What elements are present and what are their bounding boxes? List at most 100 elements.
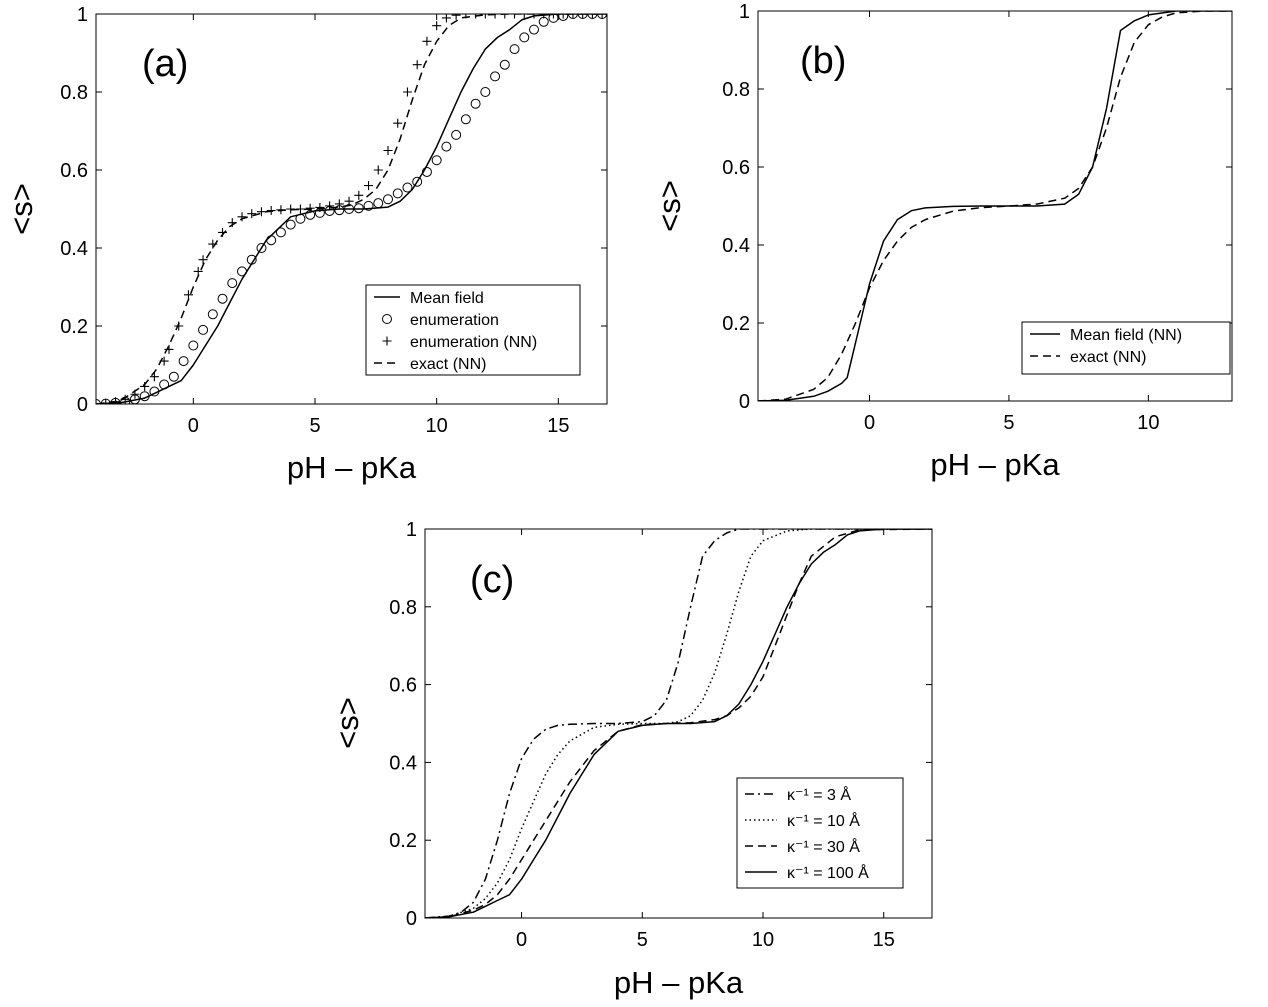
x-tick-label: 15 [547,415,569,437]
plot-area [758,11,1232,401]
data-point [217,293,228,304]
x-tick-label: 5 [309,415,320,437]
y-axis-label: <s> [4,183,39,235]
x-tick-label: 15 [873,929,895,951]
y-tick-label: 0.8 [722,79,750,101]
data-point [431,155,442,166]
data-point [325,201,335,211]
data-point [392,188,403,199]
data-point [460,114,471,125]
data-point [500,14,510,19]
data-point [441,14,451,23]
legend-label: exact (NN) [1070,349,1146,366]
x-tick-label: 10 [426,415,448,437]
data-point [422,36,432,46]
legend-marker [382,314,392,324]
legend-marker [382,336,392,346]
data-point [159,379,170,390]
x-tick-label: 10 [752,929,774,951]
y-tick-label: 0.4 [389,752,417,774]
data-point [363,200,374,211]
data-point [344,196,354,206]
x-axis-label: pH – pKa [930,447,1060,482]
data-point [480,87,491,97]
y-tick-label: 0 [739,391,750,413]
legend-label: κ⁻¹ = 100 Å [787,863,869,882]
data-point [256,207,266,217]
data-point [539,14,549,19]
data-point [305,203,315,213]
data-point [198,255,208,265]
data-point [519,14,529,19]
data-point [499,59,510,70]
data-point [266,206,276,216]
data-point [295,213,306,224]
data-point [315,202,325,212]
y-axis-label: <s> [330,697,365,749]
y-tick-label: 0 [77,394,88,416]
data-point [471,14,481,19]
series-line-2 [425,529,932,918]
data-point [451,14,461,20]
data-point [149,386,160,397]
axes-frame [757,10,1233,402]
legend-label: exact (NN) [410,356,486,373]
legend-label: κ⁻¹ = 3 Å [787,785,851,804]
data-point [441,141,452,152]
data-point [149,372,159,382]
y-tick-label: 1 [406,519,417,541]
legend-label: enumeration (NN) [410,334,537,351]
data-point [412,176,423,187]
x-tick-label: 10 [1137,412,1159,434]
data-point [207,309,218,320]
y-tick-label: 0.6 [60,160,88,182]
legend-box [1021,321,1231,375]
legend-box [736,777,904,889]
legend-box [365,284,581,376]
x-axis-label: pH – pKa [614,965,744,1000]
data-point [558,14,568,19]
series-line-4 [425,529,932,918]
data-point [353,203,364,214]
axes-frame [95,13,608,405]
chart-panel-3: 0 5 10 15 0 0.2 0.4 0.6 0.8 1 pH – pKa <s> (c) κ⁻¹ = … [330,519,933,1000]
axes-frame [424,528,933,919]
data-point [412,60,422,70]
data-point [587,14,597,19]
series-line-1 [96,14,607,404]
data-point [490,14,500,19]
x-tick-label: 0 [188,415,199,437]
data-point [354,190,364,200]
data-point [548,14,558,19]
series-line-1 [758,11,1232,401]
panel-label: (b) [800,40,846,82]
y-tick-label: 0.4 [722,235,750,257]
data-point [383,146,393,155]
data-point [256,243,267,253]
data-point [402,182,413,193]
data-point [364,181,374,191]
panel-label: (c) [470,559,514,601]
data-point [247,209,257,219]
data-point [237,212,247,222]
plot-area [425,529,932,918]
legend: Mean field (NN) exact (NN) [1021,321,1231,375]
y-tick-label: 0.8 [389,597,417,619]
y-tick-label: 0.8 [60,82,88,104]
chart-panel-2: 0 5 10 0 0.2 0.4 0.6 0.8 1 pH – pKa <s> (b) Mean fie… [652,1,1233,482]
legend-label: Mean field [410,290,484,307]
data-point [373,165,383,175]
data-point [383,194,393,205]
data-point [275,227,286,238]
data-point [246,254,257,265]
legend: κ⁻¹ = 3 Å κ⁻¹ = 10 Å κ⁻¹ = 30 Å κ⁻¹ = 100 Å [736,777,904,889]
data-point [168,371,179,382]
data-point [334,199,344,209]
y-tick-label: 0.4 [60,238,88,260]
data-point [432,21,442,31]
legend-label: Mean field (NN) [1070,327,1182,344]
data-point [183,290,193,300]
y-tick-label: 1 [739,1,750,23]
data-point [568,14,578,19]
